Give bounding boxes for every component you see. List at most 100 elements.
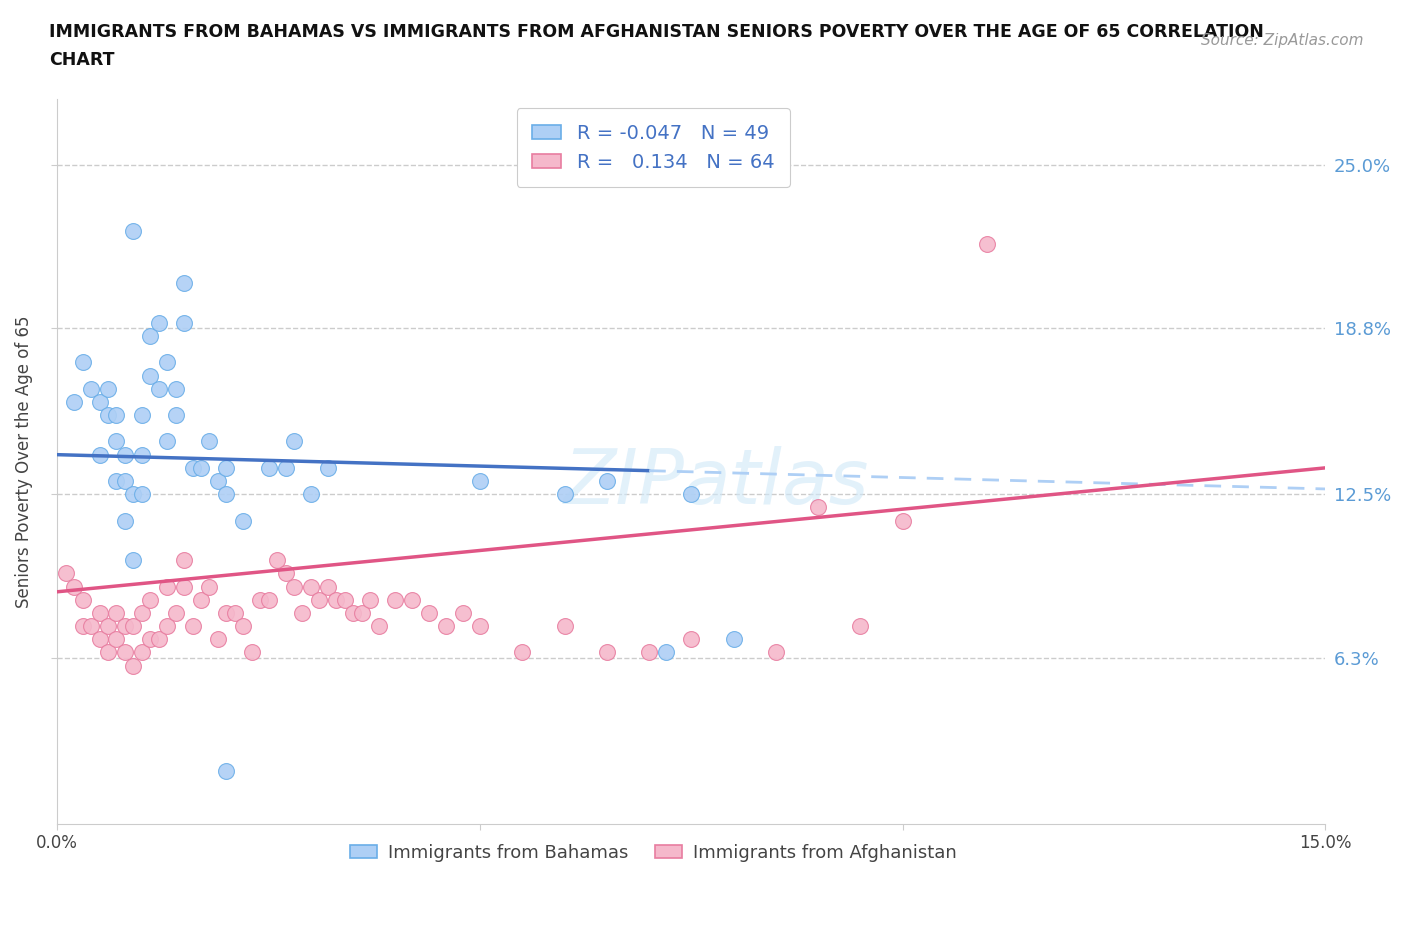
Point xyxy=(105,434,128,449)
Point xyxy=(122,486,145,501)
Point xyxy=(114,447,136,462)
Point xyxy=(181,460,204,475)
Point xyxy=(510,645,533,660)
Point xyxy=(105,605,128,620)
Point xyxy=(156,434,179,449)
Point xyxy=(198,579,221,594)
Point xyxy=(468,618,491,633)
Point xyxy=(655,645,678,660)
Point xyxy=(122,658,145,673)
Point xyxy=(148,381,170,396)
Point xyxy=(350,605,373,620)
Point xyxy=(468,473,491,488)
Point xyxy=(232,513,254,528)
Point xyxy=(207,473,229,488)
Point xyxy=(401,592,423,607)
Point xyxy=(207,631,229,646)
Point xyxy=(97,618,120,633)
Point xyxy=(325,592,347,607)
Point xyxy=(333,592,356,607)
Point xyxy=(156,618,179,633)
Point xyxy=(80,381,103,396)
Point xyxy=(63,394,86,409)
Point xyxy=(181,618,204,633)
Point xyxy=(131,645,153,660)
Point xyxy=(274,565,297,580)
Point xyxy=(359,592,381,607)
Point xyxy=(367,618,389,633)
Point xyxy=(131,447,153,462)
Point xyxy=(198,434,221,449)
Point xyxy=(173,315,195,330)
Point xyxy=(723,631,745,646)
Point xyxy=(97,381,120,396)
Point xyxy=(232,618,254,633)
Point xyxy=(122,552,145,567)
Point xyxy=(190,592,212,607)
Point xyxy=(554,486,576,501)
Point xyxy=(283,579,305,594)
Point xyxy=(89,394,111,409)
Point xyxy=(849,618,872,633)
Point xyxy=(681,486,703,501)
Point xyxy=(148,631,170,646)
Point xyxy=(72,618,94,633)
Point xyxy=(257,460,280,475)
Point xyxy=(97,645,120,660)
Point xyxy=(638,645,661,660)
Point xyxy=(451,605,474,620)
Point xyxy=(173,579,195,594)
Point xyxy=(72,592,94,607)
Text: IMMIGRANTS FROM BAHAMAS VS IMMIGRANTS FROM AFGHANISTAN SENIORS POVERTY OVER THE : IMMIGRANTS FROM BAHAMAS VS IMMIGRANTS FR… xyxy=(49,23,1264,41)
Point xyxy=(283,434,305,449)
Point xyxy=(55,565,77,580)
Point xyxy=(131,407,153,422)
Point xyxy=(148,315,170,330)
Point xyxy=(63,579,86,594)
Point xyxy=(291,605,314,620)
Point xyxy=(131,486,153,501)
Point xyxy=(681,631,703,646)
Point xyxy=(105,473,128,488)
Point xyxy=(165,407,187,422)
Point xyxy=(299,579,322,594)
Legend: Immigrants from Bahamas, Immigrants from Afghanistan: Immigrants from Bahamas, Immigrants from… xyxy=(343,837,965,870)
Point xyxy=(807,500,830,515)
Point xyxy=(299,486,322,501)
Point xyxy=(249,592,271,607)
Point xyxy=(89,447,111,462)
Point xyxy=(114,513,136,528)
Point xyxy=(215,460,238,475)
Point xyxy=(105,631,128,646)
Point xyxy=(240,645,263,660)
Point xyxy=(114,618,136,633)
Point xyxy=(114,473,136,488)
Point xyxy=(139,328,162,343)
Point xyxy=(596,473,619,488)
Point xyxy=(215,486,238,501)
Text: CHART: CHART xyxy=(49,51,115,69)
Point xyxy=(173,276,195,291)
Point xyxy=(173,552,195,567)
Point xyxy=(316,460,339,475)
Point xyxy=(89,605,111,620)
Point xyxy=(122,618,145,633)
Point xyxy=(596,645,619,660)
Point xyxy=(122,223,145,238)
Point xyxy=(891,513,914,528)
Point xyxy=(190,460,212,475)
Y-axis label: Seniors Poverty Over the Age of 65: Seniors Poverty Over the Age of 65 xyxy=(15,315,32,607)
Point xyxy=(89,631,111,646)
Point xyxy=(97,407,120,422)
Point xyxy=(224,605,246,620)
Point xyxy=(215,764,238,778)
Point xyxy=(765,645,787,660)
Point xyxy=(139,368,162,383)
Point xyxy=(165,605,187,620)
Point xyxy=(165,381,187,396)
Point xyxy=(139,592,162,607)
Point xyxy=(139,631,162,646)
Point xyxy=(308,592,330,607)
Point xyxy=(80,618,103,633)
Point xyxy=(418,605,440,620)
